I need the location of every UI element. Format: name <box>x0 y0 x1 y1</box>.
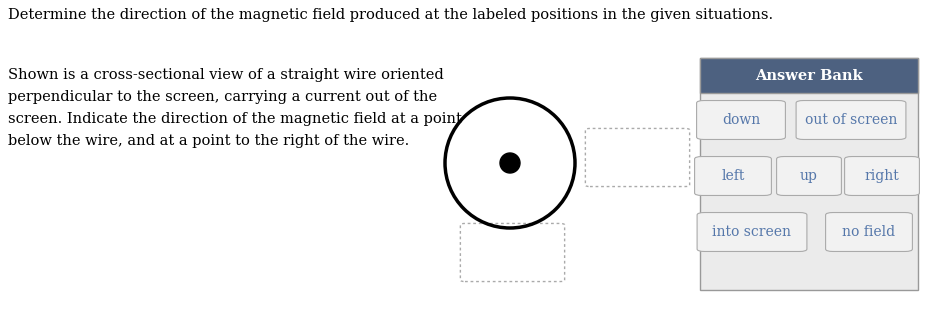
FancyBboxPatch shape <box>700 58 918 93</box>
Text: down: down <box>722 113 760 127</box>
Text: out of screen: out of screen <box>805 113 897 127</box>
FancyBboxPatch shape <box>700 58 918 290</box>
Ellipse shape <box>500 153 520 173</box>
Text: Answer Bank: Answer Bank <box>756 69 863 83</box>
Text: Determine the direction of the magnetic field produced at the labeled positions : Determine the direction of the magnetic … <box>8 8 773 22</box>
Text: right: right <box>865 169 899 183</box>
Text: screen. Indicate the direction of the magnetic field at a point: screen. Indicate the direction of the ma… <box>8 112 462 126</box>
FancyBboxPatch shape <box>796 100 906 139</box>
FancyBboxPatch shape <box>697 213 807 252</box>
FancyBboxPatch shape <box>845 157 920 196</box>
Text: Shown is a cross-sectional view of a straight wire oriented: Shown is a cross-sectional view of a str… <box>8 68 444 82</box>
Text: below the wire, and at a point to the right of the wire.: below the wire, and at a point to the ri… <box>8 134 409 148</box>
Text: no field: no field <box>843 225 895 239</box>
FancyBboxPatch shape <box>826 213 912 252</box>
Text: perpendicular to the screen, carrying a current out of the: perpendicular to the screen, carrying a … <box>8 90 437 104</box>
Text: left: left <box>721 169 745 183</box>
FancyBboxPatch shape <box>694 157 771 196</box>
FancyBboxPatch shape <box>777 157 842 196</box>
Text: up: up <box>800 169 818 183</box>
FancyBboxPatch shape <box>696 100 785 139</box>
Text: into screen: into screen <box>712 225 792 239</box>
